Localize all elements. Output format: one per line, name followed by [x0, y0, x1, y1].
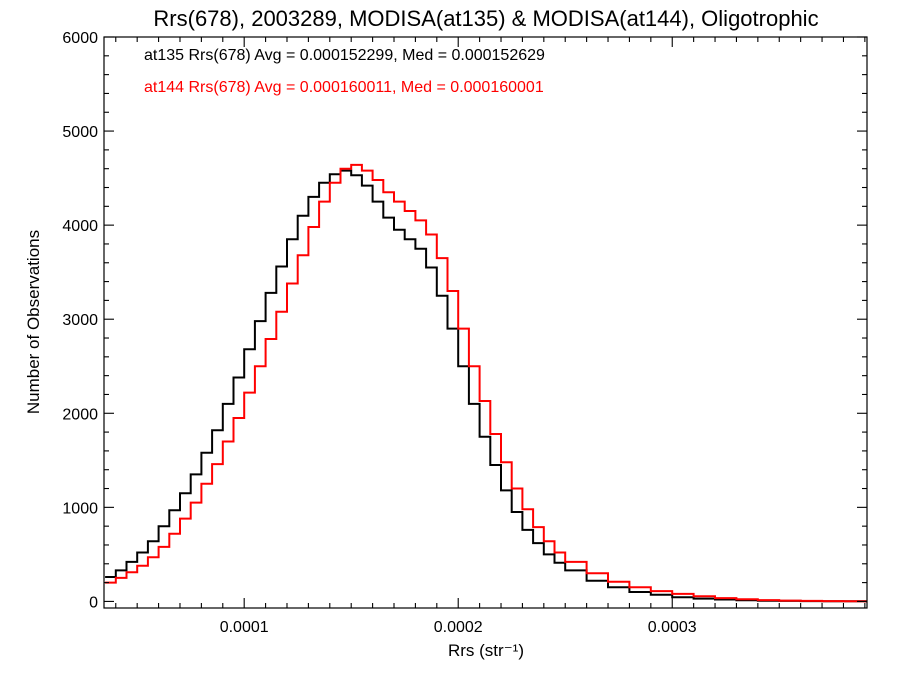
x-tick-label: 0.0001	[220, 619, 269, 636]
plot-frame	[103, 36, 868, 609]
legend-entry-at135: at135 Rrs(678) Avg = 0.000152299, Med = …	[144, 47, 545, 64]
x-tick-label: 0.0002	[434, 619, 483, 636]
y-tick-label: 3000	[62, 312, 98, 329]
x-tick-label: 0.0003	[648, 619, 697, 636]
x-axis-label: Rrs (str⁻¹)	[448, 641, 524, 660]
y-tick-label: 1000	[62, 500, 98, 517]
y-tick-label: 2000	[62, 406, 98, 423]
y-axis-label: Number of Observations	[24, 230, 43, 414]
series-line-at144	[105, 163, 867, 603]
y-tick-label: 6000	[62, 30, 98, 47]
y-tick-label: 4000	[62, 218, 98, 235]
series-layer	[105, 163, 867, 603]
chart-title: Rrs(678), 2003289, MODISA(at135) & MODIS…	[153, 6, 818, 31]
y-tick-label: 0	[89, 594, 98, 611]
series-line-at135	[105, 169, 867, 603]
x-axis: 0.0001 0.0002 0.0003	[115, 37, 866, 636]
legend-entry-at144: at144 Rrs(678) Avg = 0.000160011, Med = …	[144, 79, 544, 96]
y-tick-label: 5000	[62, 124, 98, 141]
y-axis: 0 1000 2000 3000 4000 5000 6000	[62, 30, 867, 611]
